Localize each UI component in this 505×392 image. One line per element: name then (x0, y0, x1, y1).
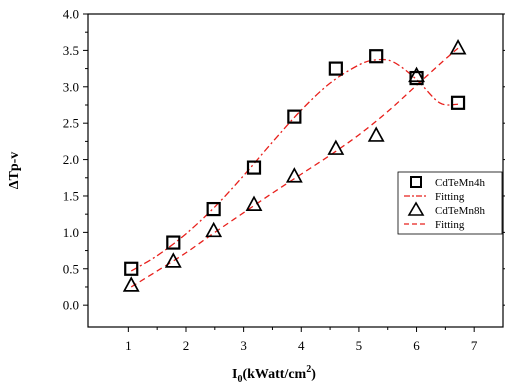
legend-label: CdTeMn4h (435, 177, 485, 189)
data-point-triangle (205, 221, 223, 238)
x-tick-label: 3 (240, 338, 247, 353)
x-axis-title-sup: 2 (306, 364, 311, 375)
y-tick-label: 2.0 (63, 152, 79, 167)
x-tick-label: 2 (183, 338, 190, 353)
x-tick-label: 5 (356, 338, 363, 353)
data-point-square (287, 109, 302, 124)
legend-label: CdTeMn8h (435, 205, 485, 217)
x-tick-label: 7 (471, 338, 478, 353)
fit-line-mn8h (130, 47, 459, 288)
y-tick-label: 3.5 (63, 43, 79, 58)
x-axis-title-close: ) (311, 367, 316, 382)
x-tick-label: 6 (413, 338, 420, 353)
x-axis-title-unit: (kWatt/cm (242, 367, 306, 382)
y-tick-label: 0.0 (63, 298, 79, 313)
y-tick-label: 1.5 (63, 188, 79, 203)
fit-line-mn4h (130, 58, 459, 272)
data-point-square (369, 49, 384, 64)
x-axis-title-main: I (232, 367, 237, 382)
data-point-triangle (408, 66, 425, 83)
x-axis-title: I0(kWatt/cm2) (232, 364, 316, 385)
data-point-triangle (449, 38, 467, 55)
legend-label: Fitting (435, 191, 465, 203)
data-point-triangle (327, 139, 345, 155)
x-tick-label: 1 (125, 338, 132, 353)
legend-triangle-marker (407, 201, 425, 216)
x-tick-label: 4 (298, 338, 305, 353)
data-point-square (246, 160, 262, 175)
y-tick-label: 0.5 (63, 261, 79, 276)
data-point-triangle (285, 167, 303, 183)
x-axis-title-sub: 0 (237, 374, 242, 385)
data-point-triangle (164, 252, 182, 268)
data-point-triangle (245, 195, 263, 211)
legend-label: Fitting (435, 219, 465, 231)
data-point-square (166, 235, 181, 250)
data-point-square (206, 201, 221, 217)
y-tick-label: 3.0 (63, 79, 79, 94)
legend-square-marker (410, 176, 422, 188)
data-point-triangle (367, 126, 385, 142)
y-tick-label: 4.0 (63, 7, 79, 22)
y-tick-label: 2.5 (63, 116, 79, 131)
data-point-square (328, 61, 343, 76)
plot-frame (87, 13, 504, 328)
data-point-triangle (122, 276, 140, 292)
y-tick-label: 1.0 (63, 225, 79, 240)
y-axis-title: ΔTp-v (7, 152, 22, 190)
data-point-square (124, 261, 139, 276)
data-point-square (450, 95, 466, 110)
